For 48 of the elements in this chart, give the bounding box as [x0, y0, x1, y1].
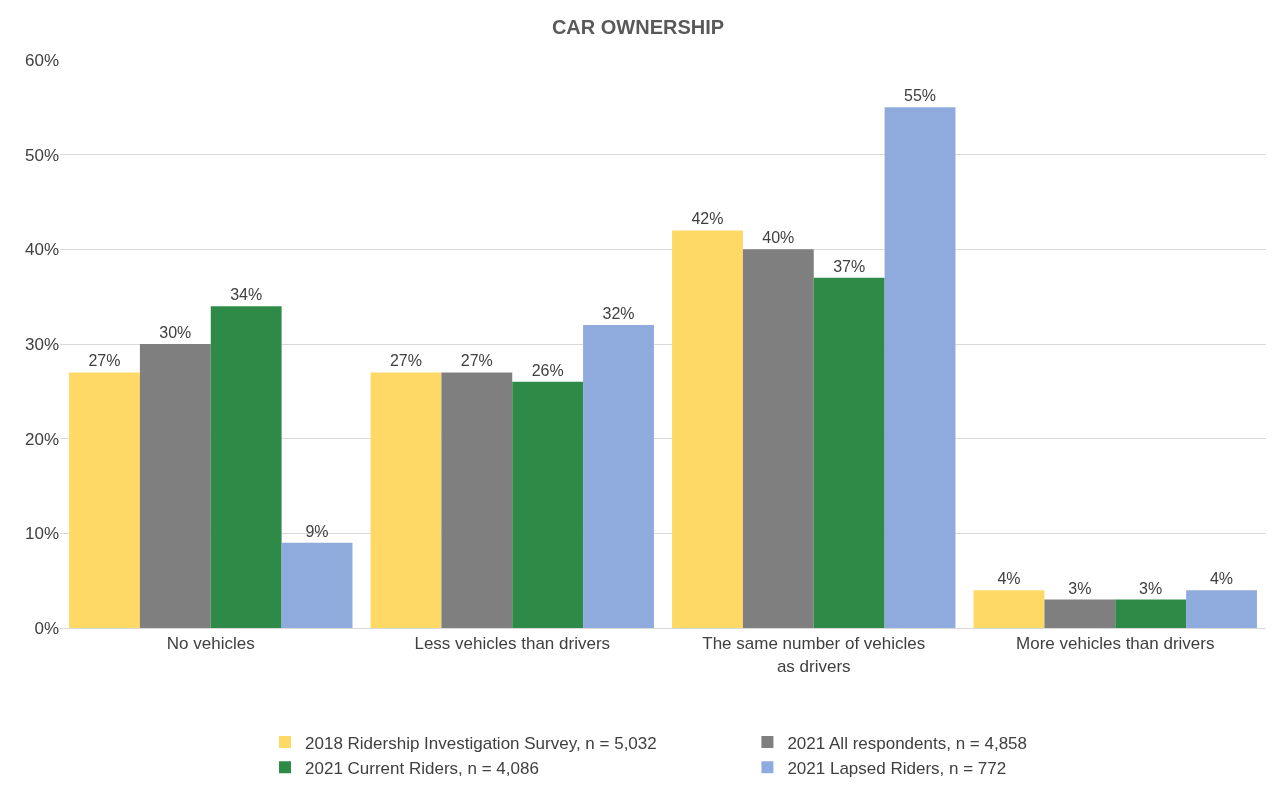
- bar: [813, 277, 885, 628]
- data-label: 42%: [691, 210, 724, 228]
- data-label: 32%: [602, 305, 635, 323]
- data-label: 34%: [230, 286, 263, 304]
- data-label: 40%: [762, 229, 795, 247]
- data-label: 3%: [1068, 579, 1092, 597]
- legend-label: 2021 All respondents, n = 4,858: [787, 733, 1028, 753]
- bar: [583, 325, 654, 628]
- y-tick-label: 40%: [24, 240, 59, 260]
- bar: [742, 249, 814, 628]
- y-tick-label: 10%: [24, 524, 59, 544]
- bar: [281, 542, 353, 628]
- x-tick-label: Less vehicles than drivers: [414, 634, 611, 654]
- bar: [512, 381, 584, 628]
- x-tick-label: The same number of vehicles as drivers: [702, 634, 926, 676]
- bar: [69, 372, 140, 628]
- bar: [884, 107, 956, 628]
- data-label: 27%: [460, 352, 493, 370]
- data-label: 55%: [904, 87, 937, 105]
- data-label: 3%: [1139, 579, 1163, 597]
- data-label: 27%: [88, 352, 121, 370]
- data-label: 37%: [833, 257, 866, 275]
- bar: [210, 306, 282, 628]
- y-tick-label: 60%: [24, 50, 59, 70]
- bar: [1186, 590, 1257, 628]
- data-label: 4%: [1209, 570, 1234, 588]
- data-label: 30%: [159, 324, 192, 341]
- y-tick-label: 0%: [34, 618, 59, 638]
- y-tick-label: 50%: [24, 145, 59, 165]
- bar: [139, 344, 211, 628]
- legend-label: 2018 Ridership Investigation Survey, n = 5,032: [305, 733, 657, 753]
- data-label: 27%: [389, 352, 422, 370]
- bar: [441, 372, 513, 628]
- data-label: 4%: [997, 570, 1021, 588]
- y-tick-label: 30%: [24, 334, 59, 354]
- bar: [1115, 599, 1187, 628]
- data-label: 26%: [531, 361, 564, 379]
- y-tick-label: 20%: [24, 429, 59, 449]
- bar: [370, 372, 442, 628]
- legend-label: 2021 Lapsed Riders, n = 772: [787, 758, 1007, 778]
- chart-title: CAR OWNERSHIP: [551, 15, 725, 38]
- x-tick-label: More vehicles than drivers: [1016, 634, 1215, 654]
- bar: [672, 230, 743, 628]
- bar: [1044, 599, 1116, 628]
- bar: [973, 590, 1045, 628]
- legend-label: 2021 Current Riders, n = 4,086: [305, 758, 539, 778]
- data-label: 9%: [305, 522, 329, 540]
- x-tick-label: No vehicles: [166, 634, 255, 654]
